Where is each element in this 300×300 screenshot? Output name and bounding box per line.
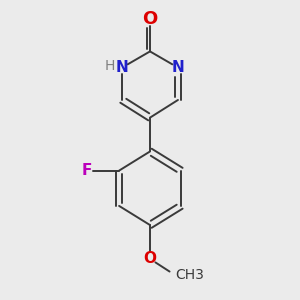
Text: CH3: CH3 [175,268,204,282]
Text: N: N [116,60,128,75]
Text: O: O [143,251,157,266]
Text: O: O [142,10,158,28]
Text: N: N [172,60,184,75]
Text: F: F [82,163,92,178]
Text: H: H [104,59,115,73]
